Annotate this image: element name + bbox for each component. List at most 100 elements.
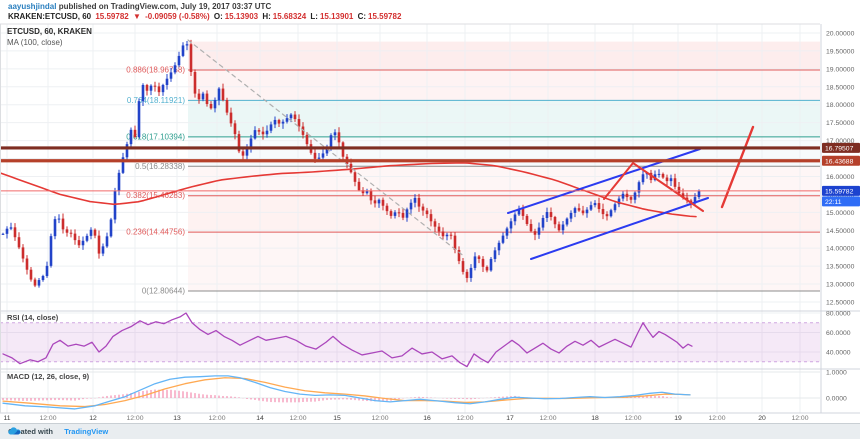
candle-body <box>397 212 401 214</box>
price-tick-label: 13.00000 <box>826 282 855 289</box>
last-price: 15.59782 <box>95 12 129 21</box>
candle-body <box>93 229 97 236</box>
candle-body <box>405 209 409 218</box>
candle-body <box>65 229 69 233</box>
price-chart-canvas[interactable]: 0.886(18.96758) 0.764(18.11921) 0.618(17.1… <box>0 0 860 423</box>
candle-body <box>117 172 121 191</box>
candle-body <box>553 216 557 225</box>
last-price-badge <box>822 185 860 196</box>
candle-body <box>349 163 353 173</box>
candle-body <box>385 205 389 212</box>
rsi-line <box>2 312 693 368</box>
author-link[interactable]: aayushjindal <box>8 2 57 11</box>
fib-label: 0.618(17.10394) <box>126 132 185 141</box>
candle-body <box>125 144 129 158</box>
candle-body <box>585 209 589 214</box>
time-tick-label: 12:00 <box>539 415 556 422</box>
candle-body <box>17 237 21 248</box>
fib-label: 0.764(18.11921) <box>127 96 185 105</box>
candle-body <box>305 134 309 145</box>
candle-body <box>313 152 317 159</box>
candle-body <box>197 93 201 100</box>
tradingview-brand-link[interactable]: TradingView <box>64 427 109 436</box>
candle-body <box>369 190 373 201</box>
candle-body <box>21 247 25 259</box>
high-value: 15.68324 <box>272 12 307 21</box>
candle-body <box>273 119 277 125</box>
candle-body <box>45 265 49 276</box>
low-label: L: <box>310 12 318 21</box>
candle-body <box>333 132 337 136</box>
price-tick-label: 19.00000 <box>826 66 855 73</box>
chart-legend-symbol[interactable]: ETCUSD, 60, KRAKEN <box>7 27 92 36</box>
symbol-info-line: KRAKEN:ETCUSD, 60 15.59782 ▼ -0.09059 (-… <box>8 12 403 21</box>
time-tick-label: 12:00 <box>371 415 388 422</box>
open-value: 15.13903 <box>224 12 259 21</box>
price-tick-label: 14.00000 <box>826 246 855 253</box>
candle-body <box>185 44 189 46</box>
candle-body <box>361 190 365 194</box>
price-tick-label: 17.50000 <box>826 120 855 127</box>
candle-body <box>453 235 457 250</box>
candle-body <box>681 193 685 198</box>
candle-body <box>549 212 553 217</box>
fib-label: 0.5(16.28338) <box>135 162 185 171</box>
time-tick-label: 12:00 <box>39 415 56 422</box>
candle-body <box>261 131 265 135</box>
high-label: H: <box>262 12 271 21</box>
time-tick-label: 14 <box>256 415 264 422</box>
candle-body <box>449 234 453 236</box>
candle-body <box>505 228 509 236</box>
symbol-name[interactable]: KRAKEN:ETCUSD, 60 <box>8 12 92 21</box>
candle-body <box>249 138 253 149</box>
rsi-tick-label: 60.0000 <box>826 330 851 337</box>
candle-body <box>565 218 569 225</box>
candle-body <box>41 275 45 281</box>
candle-body <box>441 231 445 237</box>
candle-body <box>85 235 89 241</box>
publish-line: aayushjindal published on TradingView.co… <box>8 2 271 11</box>
candle-body <box>101 246 105 254</box>
candle-body <box>677 186 681 194</box>
candle-body <box>289 114 293 119</box>
time-tick-label: 11 <box>3 415 10 422</box>
candle-body <box>137 101 141 137</box>
candle-body <box>13 227 17 238</box>
candle-body <box>177 55 181 66</box>
price-tick-label: 19.50000 <box>826 48 855 55</box>
time-tick-label: 12:00 <box>126 415 143 422</box>
time-tick-label: 16 <box>423 415 431 422</box>
macd-indicator-label[interactable]: MACD (12, 26, close, 9) <box>7 372 90 381</box>
candle-body <box>357 181 361 191</box>
fib-label: 0.886(18.96758) <box>126 65 185 74</box>
down-arrow-icon: ▼ <box>132 12 141 21</box>
price-tick-label: 13.50000 <box>826 264 855 271</box>
candle-body <box>389 211 393 216</box>
fib-band <box>188 41 820 70</box>
candle-body <box>421 206 425 211</box>
price-tick-label: 12.50000 <box>826 299 855 306</box>
time-tick-label: 12:00 <box>708 415 725 422</box>
close-value: 15.59782 <box>368 12 402 21</box>
rsi-tick-label: 40.0000 <box>826 350 851 357</box>
candle-body <box>429 214 433 222</box>
candle-body <box>341 142 345 157</box>
rsi-indicator-label[interactable]: RSI (14, close) <box>7 313 59 322</box>
price-tick-label: 18.00000 <box>826 102 855 109</box>
candle-body <box>617 198 621 205</box>
candle-body <box>469 267 473 278</box>
time-tick-label: 12:00 <box>208 415 225 422</box>
candle-body <box>189 44 193 72</box>
fib-label: 0(12.80644) <box>142 287 185 296</box>
candle-body <box>537 227 541 235</box>
candle-body <box>229 112 233 124</box>
candle-body <box>181 45 185 56</box>
candle-body <box>489 258 493 271</box>
forecast-zigzag <box>603 162 704 212</box>
price-tick-label: 14.50000 <box>826 228 855 235</box>
chart-legend-ma[interactable]: MA (100, close) <box>7 38 63 47</box>
time-tick-label: 15 <box>333 415 341 422</box>
candle-body <box>277 119 281 124</box>
candle-body <box>37 280 41 286</box>
candle-body <box>545 212 549 218</box>
